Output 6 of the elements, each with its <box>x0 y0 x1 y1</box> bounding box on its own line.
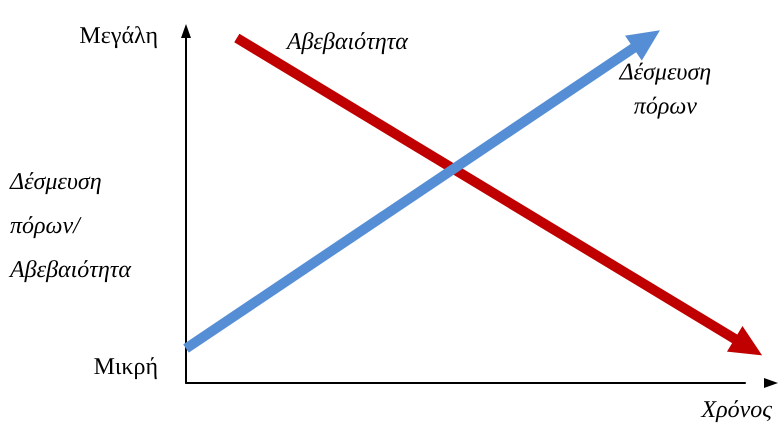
series-label: Αβεβαιότητα <box>284 29 408 55</box>
text: Μικρή <box>94 354 158 380</box>
series-label: Δέσμευση πόρων <box>618 59 712 120</box>
text: Μεγάλη <box>79 23 158 49</box>
y-axis-title: Δέσμευση πόρων/ Αβεβαιότητα <box>8 169 132 283</box>
x-axis-title: Χρόνος <box>700 397 772 423</box>
